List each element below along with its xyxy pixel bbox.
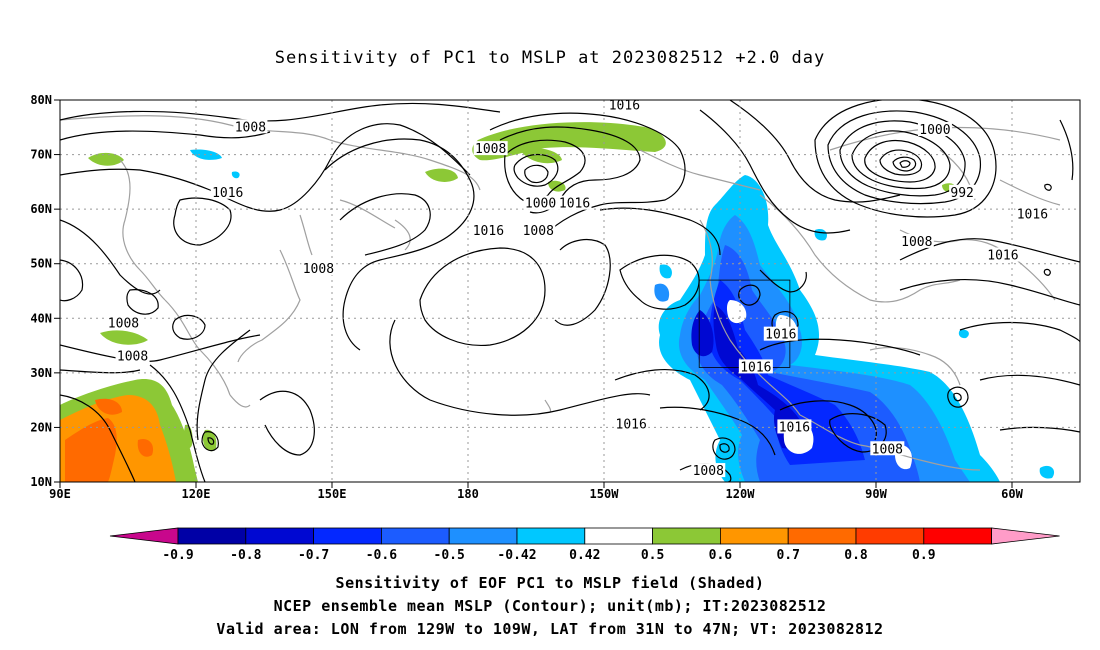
contour-label: 1016 [987, 249, 1018, 264]
lon-tick-label: 120E [182, 487, 211, 501]
colorbar-label: -0.8 [230, 548, 261, 563]
colorbar-bin [652, 527, 721, 545]
contour-label: 1000 [919, 123, 950, 138]
contour-label: 1000 [525, 197, 556, 212]
colorbar-bin [380, 527, 450, 545]
contour-label: 1008 [475, 142, 506, 157]
contour-label: 1016 [616, 418, 647, 433]
colorbar-label: 0.9 [912, 548, 935, 563]
colorbar-bin [245, 527, 315, 545]
contour-label-bg [691, 463, 726, 478]
colorbar-bin [787, 527, 857, 545]
contour-label: 1016 [779, 420, 810, 435]
contour-label-bg [777, 419, 812, 434]
lon-tick-label: 90W [865, 487, 887, 501]
contour-label-bg [301, 261, 336, 276]
colorbar-bin [516, 527, 586, 545]
contour-label: 1016 [212, 186, 243, 201]
contour-label: 1016 [740, 360, 771, 375]
colorbar-label: 0.42 [569, 548, 600, 563]
contour-label: 1008 [872, 442, 903, 457]
contour-label: 1008 [693, 464, 724, 479]
contour-label: 1016 [609, 98, 640, 113]
lon-tick-label: 180 [457, 487, 479, 501]
colorbar-extend-low [109, 527, 179, 545]
caption-line-1: Sensitivity of EOF PC1 to MSLP field (Sh… [335, 574, 765, 592]
contour-label-bg [115, 348, 150, 363]
contour-label: 1016 [765, 328, 796, 343]
contour-label-bg [985, 247, 1020, 262]
colorbar-label: -0.9 [162, 548, 193, 563]
lat-tick-label: 70N [30, 148, 52, 162]
shaded-sensitivity [60, 122, 1055, 482]
contour-label: 1008 [108, 317, 139, 332]
lon-tick-label: 60W [1001, 487, 1023, 501]
lat-tick-label: 10N [30, 475, 52, 489]
contour-label: 1016 [1017, 208, 1048, 223]
colorbar-label: -0.42 [497, 548, 536, 563]
contour-label-bg [614, 416, 649, 431]
lon-axis: 90E 120E 150E 180 150W 120W 90W 60W [49, 482, 1024, 501]
contour-label-bg [210, 184, 245, 199]
colorbar-label: -0.6 [366, 548, 397, 563]
contour-label-bg [523, 195, 558, 210]
contour-label: 1016 [559, 197, 590, 212]
contour-label-bg [473, 141, 508, 156]
colorbar-label: 0.7 [776, 548, 799, 563]
chart-title: Sensitivity of PC1 to MSLP at 2023082512… [274, 48, 826, 68]
lat-tick-label: 40N [30, 311, 52, 325]
lon-tick-label: 150E [318, 487, 347, 501]
contour-label-bg [557, 195, 592, 210]
contour-label: 1016 [473, 224, 504, 239]
contour-label-bg [233, 119, 268, 134]
contour-label-bg [471, 222, 506, 237]
colorbar-bin [177, 527, 247, 545]
colorbar-bin [584, 527, 653, 545]
lon-tick-label: 120W [726, 487, 756, 501]
lat-tick-label: 50N [30, 257, 52, 271]
colorbar-bin [923, 527, 992, 545]
lon-tick-label: 150W [590, 487, 620, 501]
contour-label-bg [1015, 206, 1050, 221]
caption-line-3: Valid area: LON from 129W to 109W, LAT f… [216, 620, 884, 638]
contour-label-bg [917, 122, 952, 137]
colorbar-extend-high [991, 527, 1060, 545]
contour-label-bg [949, 184, 976, 199]
colorbar: -0.9 -0.8 -0.7 -0.6 -0.5 -0.42 0.42 0.5 0.6 0.7 0.… [109, 527, 1060, 563]
plot-frame [59, 99, 1081, 483]
contour-label-bg [106, 315, 141, 330]
contour-label: 992 [950, 186, 973, 201]
contour-label: 1008 [523, 224, 554, 239]
contour-label: 1008 [117, 349, 148, 364]
colorbar-label: -0.7 [298, 548, 329, 563]
lat-tick-label: 30N [30, 366, 52, 380]
contour-label: 1008 [901, 235, 932, 250]
colorbar-bin [448, 527, 518, 545]
colorbar-label: 0.6 [709, 548, 733, 563]
lat-axis: 80N 70N 60N 50N 40N 30N 20N 10N [30, 93, 60, 489]
colorbar-label: 0.5 [641, 548, 664, 563]
mslp-contours [60, 100, 1080, 482]
caption-line-2: NCEP ensemble mean MSLP (Contour); unit(… [273, 597, 827, 615]
lon-tick-label: 90E [49, 487, 71, 501]
colorbar-label: 0.8 [844, 548, 868, 563]
colorbar-bin [313, 527, 382, 545]
contour-label-bg [738, 359, 773, 374]
contour-label-bg [521, 222, 556, 237]
contour-label-bg [870, 441, 905, 456]
lat-tick-label: 80N [30, 93, 52, 107]
colorbar-bin [720, 527, 789, 545]
lat-tick-label: 60N [30, 202, 52, 216]
contour-label: 1008 [303, 262, 334, 277]
contour-label-bg [763, 326, 798, 341]
contour-label-bg [607, 100, 642, 112]
colorbar-label: -0.5 [434, 548, 465, 563]
colorbar-bin [855, 527, 925, 545]
contour-label-bg [899, 233, 934, 248]
lat-tick-label: 20N [30, 420, 52, 434]
contour-label: 1008 [235, 120, 266, 135]
